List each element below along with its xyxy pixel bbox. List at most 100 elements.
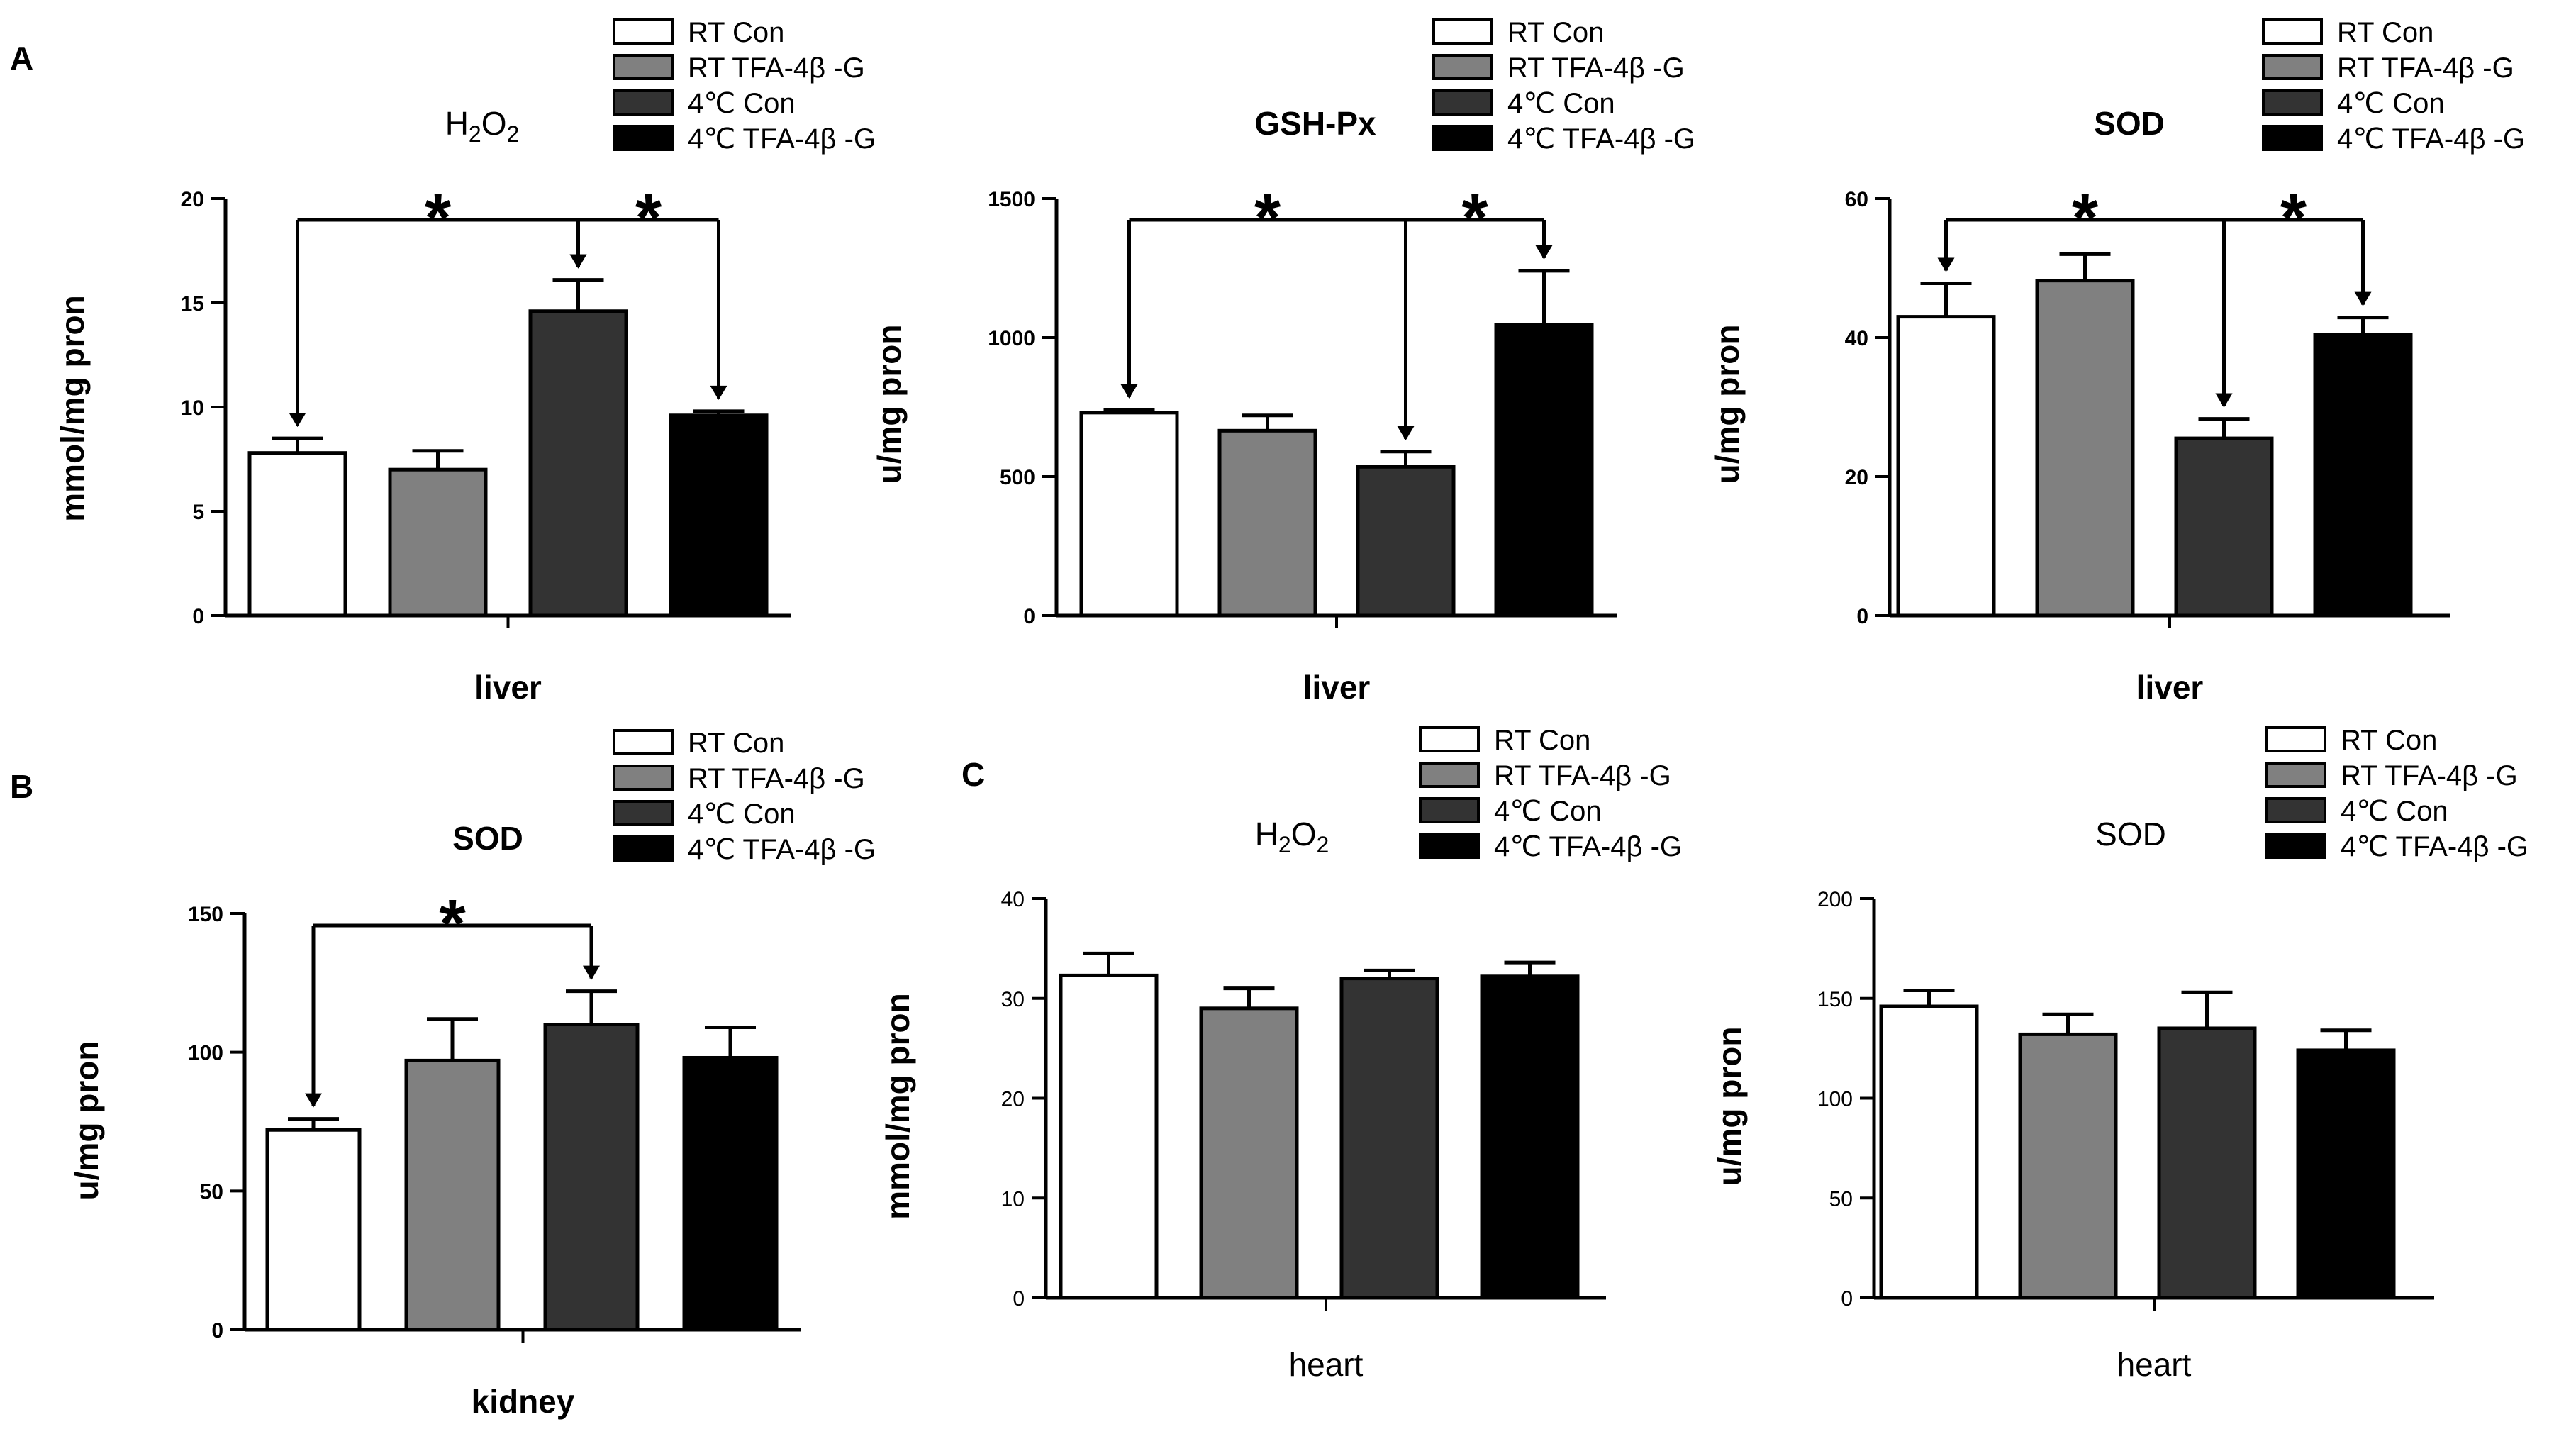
significance-arrow (569, 254, 587, 269)
legend-swatch (1432, 89, 1493, 116)
legend-swatch (2265, 797, 2326, 823)
legend-swatch (2265, 762, 2326, 788)
bar (1059, 973, 1159, 1300)
legend-swatch (1432, 125, 1493, 151)
significance-star: * (425, 180, 452, 256)
significance-arrow (1397, 426, 1415, 440)
bar (1217, 428, 1317, 618)
bar (1480, 974, 1580, 1300)
x-axis-label: heart (1289, 1346, 1364, 1383)
y-tick-label: 200 (1817, 888, 1853, 911)
x-axis-label: liver (2136, 669, 2204, 706)
x-axis-label: liver (1303, 669, 1371, 706)
y-tick-label: 0 (1841, 1287, 1853, 1311)
bar (1199, 1006, 1299, 1300)
significance-star: * (1461, 180, 1488, 256)
legend-swatch (1432, 18, 1493, 45)
bar (1494, 323, 1594, 618)
significance-star: * (2072, 180, 2099, 256)
legend-swatch (2262, 125, 2323, 151)
legend: RT Con RT TFA-4β -G 4℃ Con 4℃ TFA-4β -G (613, 17, 876, 155)
significance-arrow (583, 965, 600, 980)
legend-label: RT TFA-4β -G (2341, 760, 2518, 791)
bar (2018, 1032, 2118, 1300)
legend-swatch (2262, 54, 2323, 80)
legend-label: 4℃ TFA-4β -G (1507, 123, 1695, 155)
significance-arrow (289, 413, 306, 428)
y-tick-label: 1000 (988, 327, 1035, 350)
legend-label: 4℃ TFA-4β -G (688, 834, 876, 865)
chart-title: SOD (2094, 105, 2165, 142)
bar (682, 1055, 779, 1332)
significance-star: * (439, 886, 466, 962)
chart-title: H2O2 (1255, 816, 1329, 857)
y-axis-title: u/mg pron (871, 325, 908, 484)
y-tick-label: 10 (1001, 1187, 1025, 1211)
bar (1079, 411, 1179, 618)
y-tick-label: 5 (192, 501, 204, 524)
significance-star: * (635, 180, 662, 256)
chart-title: GSH-Px (1254, 105, 1376, 142)
x-axis-label: kidney (472, 1383, 575, 1420)
legend-swatch (613, 18, 674, 45)
legend-swatch (2265, 726, 2326, 752)
y-axis-title: mmol/mg pron (879, 993, 916, 1219)
legend-label: 4℃ Con (2341, 796, 2448, 827)
chart-liver_gshpx: RT Con RT TFA-4β -G 4℃ Con 4℃ TFA-4β -G GSH-… (871, 17, 1695, 706)
bar (669, 413, 769, 618)
y-tick-label: 50 (1829, 1187, 1853, 1211)
legend-label: 4℃ Con (688, 799, 796, 830)
significance-arrow (2215, 393, 2233, 408)
bar (265, 1128, 362, 1332)
significance-arrow (305, 1093, 322, 1108)
y-tick-label: 150 (188, 903, 223, 926)
legend-swatch (613, 835, 674, 862)
y-axis-title: u/mg pron (1709, 325, 1746, 484)
panel-label-c: C (961, 756, 985, 793)
legend-label: RT TFA-4β -G (688, 763, 865, 794)
bar (528, 309, 628, 618)
legend: RT Con RT TFA-4β -G 4℃ Con 4℃ TFA-4β -G (2265, 725, 2528, 862)
legend-label: RT Con (2337, 17, 2433, 48)
y-tick-label: 15 (181, 292, 204, 316)
bar (2296, 1048, 2396, 1300)
y-tick-label: 100 (1817, 1088, 1853, 1111)
chart-heart_h2o2: RT Con RT TFA-4β -G 4℃ Con 4℃ TFA-4β -G H2O2… (879, 725, 1682, 1383)
y-tick-label: 500 (1000, 466, 1035, 489)
y-tick-label: 20 (1001, 1088, 1025, 1111)
significance-star: * (1254, 180, 1281, 256)
legend-label: 4℃ TFA-4β -G (1494, 831, 1682, 862)
legend-label: RT TFA-4β -G (2337, 52, 2514, 84)
significance-arrow (1535, 245, 1553, 260)
panel-label-b: B (10, 768, 33, 805)
bar (1879, 1004, 1979, 1300)
legend-swatch (613, 765, 674, 791)
legend-label: RT Con (1507, 17, 1604, 48)
legend-swatch (1432, 54, 1493, 80)
legend-label: 4℃ Con (2337, 88, 2445, 119)
legend-swatch (1419, 726, 1480, 752)
y-tick-label: 20 (181, 188, 204, 211)
y-axis-title: mmol/mg pron (54, 295, 91, 521)
significance-arrow (2354, 291, 2372, 306)
y-tick-label: 20 (1845, 466, 1868, 489)
x-axis-label: heart (2117, 1346, 2192, 1383)
legend-label: RT TFA-4β -G (1507, 52, 1685, 84)
legend: RT Con RT TFA-4β -G 4℃ Con 4℃ TFA-4β -G (1419, 725, 1682, 862)
chart-title: SOD (2095, 816, 2166, 852)
bar (543, 1023, 640, 1332)
legend-label: 4℃ TFA-4β -G (2341, 831, 2528, 862)
significance-arrow (710, 385, 727, 400)
legend-label: RT TFA-4β -G (688, 52, 865, 84)
chart-liver_h2o2: RT Con RT TFA-4β -G 4℃ Con 4℃ TFA-4β -G H2O2… (54, 17, 876, 706)
legend-swatch (613, 729, 674, 755)
legend-label: 4℃ Con (1494, 796, 1602, 827)
bar (1896, 315, 1996, 618)
bar (2157, 1026, 2257, 1300)
bar (404, 1058, 501, 1332)
legend-label: RT Con (688, 17, 784, 48)
legend-label: 4℃ TFA-4β -G (688, 123, 876, 155)
legend-swatch (1419, 833, 1480, 859)
legend-swatch (613, 125, 674, 151)
